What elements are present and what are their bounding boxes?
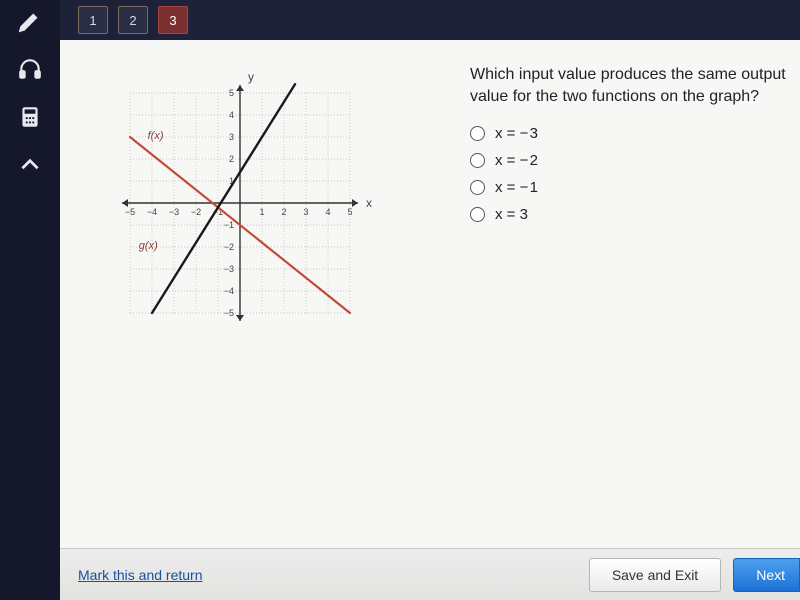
svg-text:y: y — [248, 70, 254, 84]
svg-text:−1: −1 — [224, 220, 234, 230]
svg-text:5: 5 — [347, 207, 352, 217]
svg-text:−2: −2 — [191, 207, 201, 217]
pager-bar: 123 — [60, 0, 800, 40]
svg-text:−5: −5 — [125, 207, 135, 217]
page-button-1[interactable]: 1 — [78, 6, 108, 34]
question-text: Which input value produces the same outp… — [470, 64, 800, 107]
svg-text:5: 5 — [229, 88, 234, 98]
option-a[interactable]: x = − 3 — [470, 125, 800, 142]
option-label: x = 3 — [495, 206, 528, 223]
page-button-2[interactable]: 2 — [118, 6, 148, 34]
radio-icon — [470, 207, 485, 222]
question-block: Which input value produces the same outp… — [380, 58, 800, 548]
svg-text:2: 2 — [281, 207, 286, 217]
radio-icon — [470, 126, 485, 141]
option-label: x = − 1 — [495, 179, 538, 196]
left-rail — [0, 0, 60, 600]
svg-text:3: 3 — [229, 132, 234, 142]
content-area: −5−4−3−2−112345−5−4−3−2−112345xyf(x)g(x)… — [60, 40, 800, 548]
footer-buttons: Save and Exit Next — [589, 558, 800, 592]
svg-text:f(x): f(x) — [148, 130, 164, 142]
mark-and-return-link[interactable]: Mark this and return — [78, 567, 203, 583]
graph: −5−4−3−2−112345−5−4−3−2−112345xyf(x)g(x) — [100, 58, 380, 348]
calculator-icon[interactable] — [17, 104, 43, 130]
svg-text:g(x): g(x) — [139, 240, 158, 252]
graph-svg: −5−4−3−2−112345−5−4−3−2−112345xyf(x)g(x) — [100, 58, 380, 348]
svg-text:2: 2 — [229, 154, 234, 164]
option-label: x = − 3 — [495, 125, 538, 142]
option-c[interactable]: x = − 1 — [470, 179, 800, 196]
svg-text:1: 1 — [259, 207, 264, 217]
headphones-icon[interactable] — [17, 56, 43, 82]
svg-text:−3: −3 — [169, 207, 179, 217]
option-b[interactable]: x = − 2 — [470, 152, 800, 169]
svg-text:4: 4 — [325, 207, 330, 217]
svg-text:−4: −4 — [147, 207, 157, 217]
options-list: x = − 3 x = − 2 x = − 1 x = 3 — [470, 125, 800, 223]
svg-text:x: x — [366, 196, 372, 210]
next-button[interactable]: Next — [733, 558, 800, 592]
svg-text:−3: −3 — [224, 264, 234, 274]
option-d[interactable]: x = 3 — [470, 206, 800, 223]
svg-text:3: 3 — [303, 207, 308, 217]
pencil-icon[interactable] — [17, 8, 43, 34]
svg-text:4: 4 — [229, 110, 234, 120]
page-button-3[interactable]: 3 — [158, 6, 188, 34]
svg-text:−4: −4 — [224, 286, 234, 296]
svg-text:−5: −5 — [224, 308, 234, 318]
radio-icon — [470, 153, 485, 168]
radio-icon — [470, 180, 485, 195]
main-column: 123 −5−4−3−2−112345−5−4−3−2−112345xyf(x)… — [60, 0, 800, 600]
line-g — [152, 84, 295, 313]
footer-bar: Mark this and return Save and Exit Next — [60, 548, 800, 600]
option-label: x = − 2 — [495, 152, 538, 169]
save-and-exit-button[interactable]: Save and Exit — [589, 558, 721, 592]
svg-text:−2: −2 — [224, 242, 234, 252]
collapse-icon[interactable] — [17, 152, 43, 178]
